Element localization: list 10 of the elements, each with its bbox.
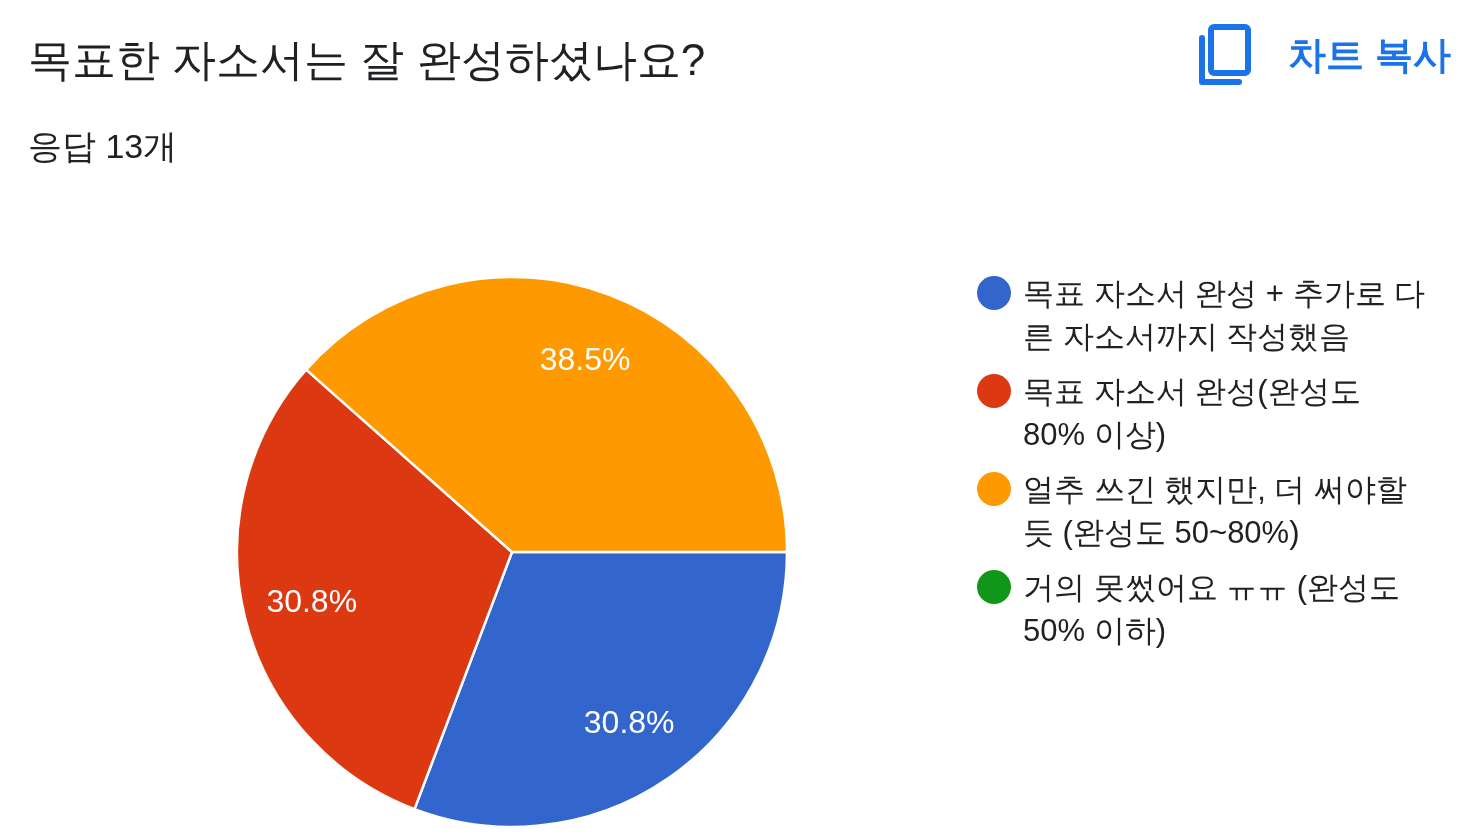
legend-label: 목표 자소서 완성 + 추가로 다른 자소서까지 작성했음 [1023, 275, 1426, 356]
legend-label: 목표 자소서 완성(완성도 80% 이상) [1023, 373, 1362, 454]
chart-subtitle: 응답 13개 [28, 126, 178, 167]
text: 차트 복사 [1288, 32, 1451, 78]
data-label: 38.5% [539, 341, 631, 378]
data-label: 30.8% [583, 703, 675, 740]
legend-label: 얼추 쓰긴 했지만, 더 써야할 듯 (완성도 50~80%) [1023, 471, 1409, 552]
chart-title: 목표한 자소서는 잘 완성하셨나요? [28, 34, 706, 86]
legend-label: 거의 못썼어요 ㅠㅠ (완성도 50% 이하) [1023, 569, 1402, 650]
data-label: 30.8% [266, 583, 358, 620]
